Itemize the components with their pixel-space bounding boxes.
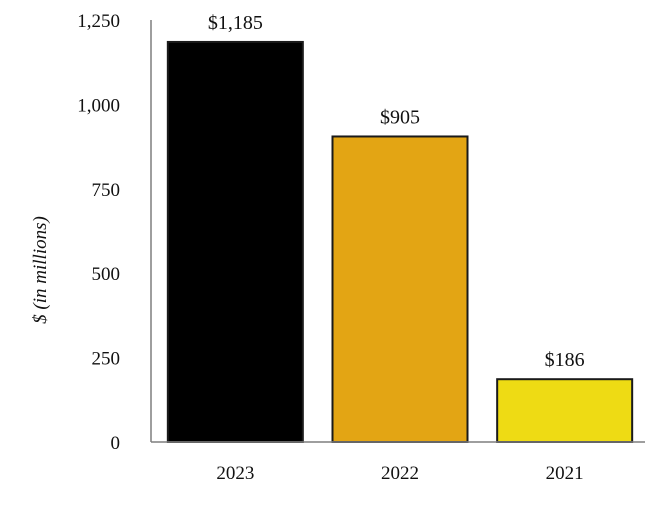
y-tick-label: 1,000 <box>77 95 120 116</box>
data-label-2023: $1,185 <box>208 12 263 34</box>
data-labels: $1,185 $905 $186 <box>208 12 585 371</box>
bar-2021 <box>496 378 634 443</box>
x-tick-label-2022: 2022 <box>381 463 419 484</box>
x-tick-label-2021: 2021 <box>546 463 584 484</box>
y-tick-label: 250 <box>92 349 121 370</box>
x-tick-label-2023: 2023 <box>216 463 254 484</box>
bars <box>166 40 634 444</box>
bar-2023 <box>166 40 304 443</box>
bar-2022 <box>331 135 469 444</box>
y-axis-ticks: 0 250 500 750 1,000 1,250 <box>77 11 120 454</box>
data-label-2021: $186 <box>545 349 585 371</box>
y-axis-title-group: $ (in millions) <box>30 216 51 324</box>
y-tick-label: 750 <box>92 180 121 201</box>
data-label-2022: $905 <box>380 106 420 128</box>
y-tick-label: 500 <box>92 264 121 285</box>
y-tick-label: 1,250 <box>77 11 120 32</box>
y-axis-title: $ (in millions) <box>30 216 51 324</box>
x-axis-labels: 2023 2022 2021 <box>216 463 583 484</box>
y-tick-label: 0 <box>111 433 121 454</box>
